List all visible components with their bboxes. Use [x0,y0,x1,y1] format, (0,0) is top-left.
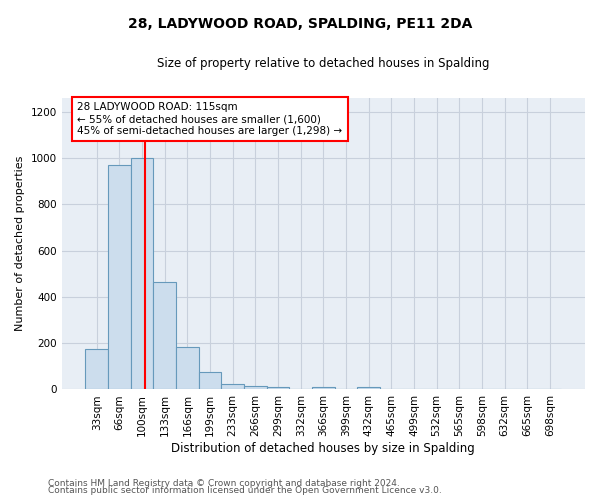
Title: Size of property relative to detached houses in Spalding: Size of property relative to detached ho… [157,58,490,70]
Bar [244,386,266,390]
Bar [108,165,131,390]
Text: Contains public sector information licensed under the Open Government Licence v3: Contains public sector information licen… [48,486,442,495]
Bar [358,387,380,390]
Y-axis label: Number of detached properties: Number of detached properties [15,156,25,332]
Bar [312,387,335,390]
Bar [154,282,176,390]
Bar [131,158,154,390]
Bar [199,372,221,390]
Bar [221,384,244,390]
Text: 28, LADYWOOD ROAD, SPALDING, PE11 2DA: 28, LADYWOOD ROAD, SPALDING, PE11 2DA [128,18,472,32]
Bar [176,346,199,390]
Bar [85,349,108,390]
Text: 28 LADYWOOD ROAD: 115sqm
← 55% of detached houses are smaller (1,600)
45% of sem: 28 LADYWOOD ROAD: 115sqm ← 55% of detach… [77,102,343,136]
Text: Contains HM Land Registry data © Crown copyright and database right 2024.: Contains HM Land Registry data © Crown c… [48,478,400,488]
X-axis label: Distribution of detached houses by size in Spalding: Distribution of detached houses by size … [172,442,475,455]
Bar [266,387,289,390]
